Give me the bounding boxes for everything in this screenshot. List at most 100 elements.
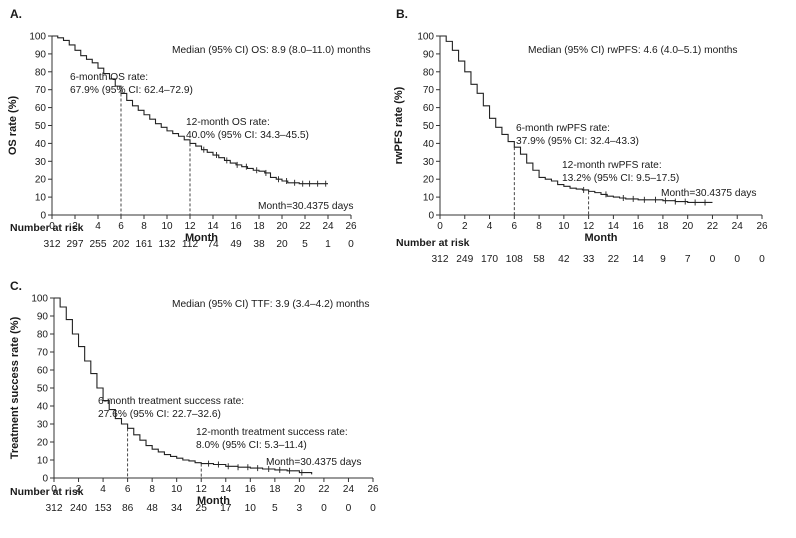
x-tick-label: 10 [161,221,173,232]
x-tick-label: 4 [100,484,106,495]
panel-letter: A. [10,7,22,21]
risk-count: 202 [113,239,130,250]
panel-letter: B. [396,7,408,21]
x-tick-label: 24 [732,221,744,232]
y-tick-label: 40 [423,139,435,150]
y-axis-title: OS rate (%) [7,96,19,156]
x-tick-label: 22 [707,221,719,232]
x-tick-label: 8 [149,484,155,495]
risk-table-title: Number at risk [10,222,84,234]
twelve-month-value: 13.2% (95% CI: 9.5–17.5) [562,173,679,184]
y-tick-label: 70 [35,85,47,96]
month-definition: Month=30.4375 days [258,201,353,212]
x-tick-label: 22 [299,221,311,232]
risk-count: 0 [734,254,740,265]
risk-count: 153 [95,503,112,514]
risk-count: 14 [632,254,644,265]
risk-count: 20 [276,239,288,250]
y-tick-label: 50 [423,121,435,132]
month-definition: Month=30.4375 days [266,457,361,468]
panel-letter: C. [10,279,22,293]
x-tick-label: 24 [343,484,355,495]
risk-table-title: Number at risk [10,486,84,498]
y-tick-label: 10 [35,193,47,204]
x-tick-label: 12 [184,221,196,232]
y-tick-label: 100 [417,32,434,43]
median-annotation: Median (95% CI) TTF: 3.9 (3.4–4.2) month… [172,299,369,310]
risk-count: 312 [44,239,61,250]
x-tick-label: 12 [196,484,208,495]
y-tick-label: 20 [35,175,47,186]
y-tick-label: 90 [35,49,47,60]
risk-table-title: Number at risk [396,237,470,249]
x-tick-label: 26 [756,221,768,232]
risk-count: 0 [321,503,327,514]
risk-count: 0 [370,503,376,514]
x-tick-label: 0 [49,221,55,232]
y-tick-label: 60 [37,366,49,377]
x-tick-label: 20 [682,221,694,232]
twelve-month-label: 12-month treatment success rate: [196,427,348,438]
risk-count: 297 [67,239,84,250]
x-axis-title: Month [197,495,230,507]
risk-count: 5 [302,239,308,250]
x-tick-label: 18 [253,221,265,232]
x-tick-label: 0 [437,221,443,232]
x-tick-label: 8 [141,221,147,232]
y-tick-label: 80 [423,67,435,78]
y-axis-title: rwPFS rate (%) [393,86,405,164]
risk-count: 42 [558,254,570,265]
risk-count: 1 [325,239,331,250]
survival-curve [54,297,313,475]
risk-count: 48 [146,503,158,514]
six-month-label: 6-month treatment success rate: [98,396,244,407]
y-tick-label: 70 [37,348,49,359]
y-tick-label: 50 [35,121,47,132]
x-tick-label: 24 [322,221,334,232]
risk-count: 312 [432,254,449,265]
y-tick-label: 50 [37,384,49,395]
y-tick-label: 40 [35,139,47,150]
risk-count: 0 [346,503,352,514]
risk-count: 7 [685,254,691,265]
y-axis-title: Treatment success rate (%) [9,316,21,459]
x-tick-label: 16 [245,484,257,495]
x-axis-title: Month [185,232,218,244]
x-tick-label: 14 [608,221,620,232]
risk-count: 108 [506,254,523,265]
y-tick-label: 60 [35,103,47,114]
y-tick-label: 90 [37,312,49,323]
six-month-value: 67.9% (95% CI: 62.4–72.9) [70,85,193,96]
x-tick-label: 20 [276,221,288,232]
y-tick-label: 10 [37,456,49,467]
survival-curve [440,35,713,204]
six-month-value: 27.6% (95% CI: 22.7–32.6) [98,409,221,420]
survival-curve [52,35,328,185]
y-tick-label: 100 [31,294,48,305]
x-tick-label: 4 [95,221,101,232]
x-tick-label: 16 [230,221,242,232]
risk-count: 112 [182,239,199,250]
x-tick-label: 16 [633,221,645,232]
x-tick-label: 14 [207,221,219,232]
risk-count: 34 [171,503,183,514]
risk-count: 86 [122,503,134,514]
x-tick-label: 10 [171,484,183,495]
risk-count: 49 [230,239,242,250]
risk-count: 240 [70,503,87,514]
x-tick-label: 12 [583,221,595,232]
risk-count: 33 [583,254,595,265]
y-tick-label: 30 [423,157,435,168]
risk-count: 25 [196,503,208,514]
risk-count: 38 [253,239,265,250]
risk-count: 3 [297,503,303,514]
twelve-month-label: 12-month OS rate: [186,117,270,128]
twelve-month-label: 12-month rwPFS rate: [562,160,662,171]
y-tick-label: 80 [37,330,49,341]
risk-count: 22 [608,254,620,265]
y-tick-label: 60 [423,103,435,114]
x-axis-title: Month [585,232,618,244]
risk-count: 74 [207,239,219,250]
risk-count: 17 [220,503,232,514]
